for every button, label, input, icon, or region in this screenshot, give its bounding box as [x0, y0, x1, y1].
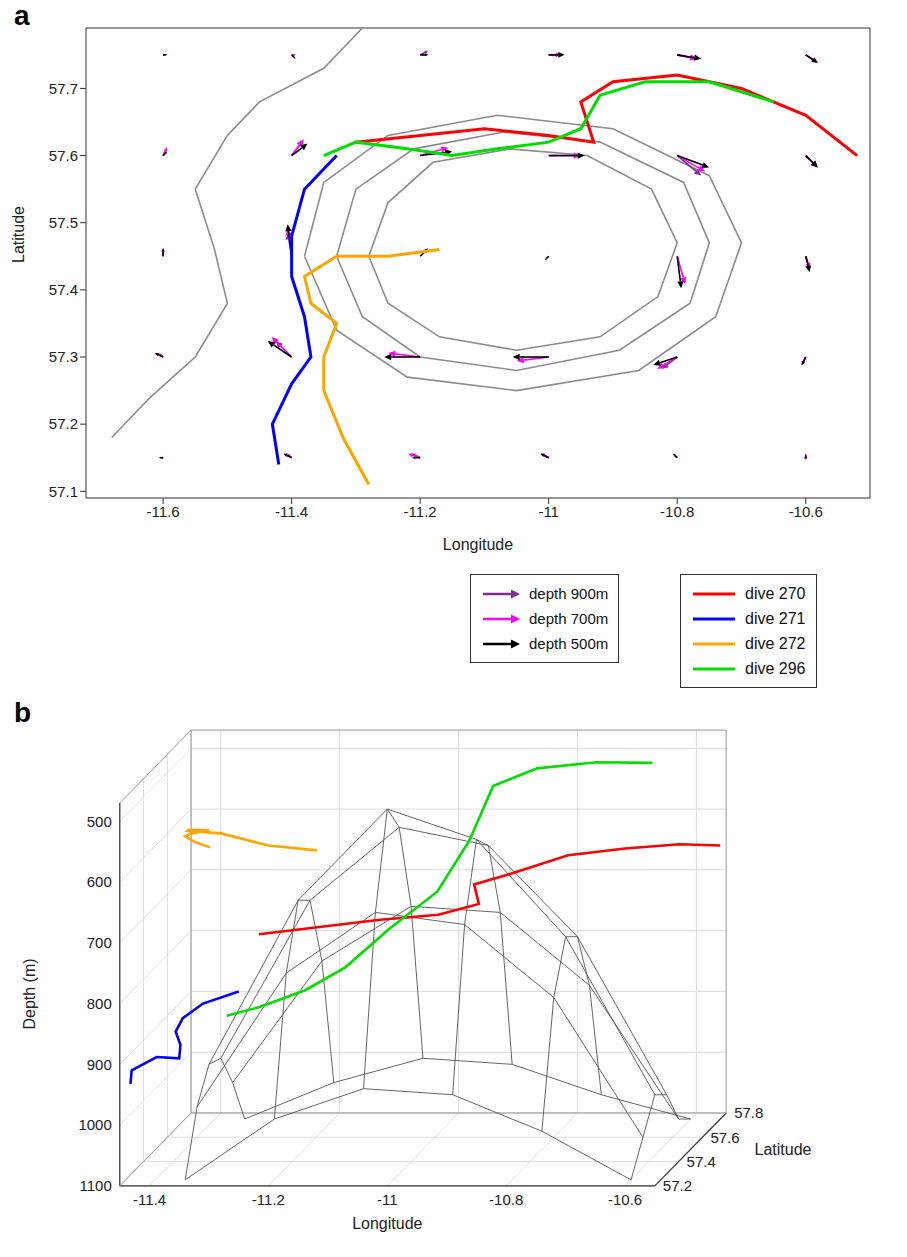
svg-text:57.2: 57.2 [663, 1177, 692, 1194]
svg-text:Longitude: Longitude [443, 536, 513, 553]
svg-text:-10.6: -10.6 [789, 503, 823, 520]
svg-text:-11.2: -11.2 [252, 1191, 285, 1208]
html-text:depth 900m: depth 900m [529, 585, 609, 602]
svg-text:57.3: 57.3 [49, 348, 78, 365]
svg-text:57.6: 57.6 [710, 1129, 739, 1146]
html-text:dive 272: dive 272 [745, 634, 806, 652]
html-text:b: b [14, 697, 32, 728]
svg-text:57.4: 57.4 [687, 1153, 716, 1170]
svg-text:-10.8: -10.8 [660, 503, 694, 520]
svg-text:-11.4: -11.4 [133, 1191, 166, 1208]
html-text:dive 296: dive 296 [745, 659, 806, 677]
svg-text:-10.8: -10.8 [489, 1191, 523, 1208]
html-text:depth 500m: depth 500m [529, 635, 609, 652]
svg-text:Longitude: Longitude [352, 1215, 422, 1232]
svg-text:Latitude: Latitude [754, 1141, 811, 1158]
svg-text:57.6: 57.6 [49, 147, 78, 164]
svg-text:1100: 1100 [80, 1177, 112, 1194]
svg-text:Latitude: Latitude [10, 206, 27, 263]
svg-text:57.7: 57.7 [49, 80, 78, 97]
svg-text:57.1: 57.1 [49, 483, 78, 500]
svg-text:57.4: 57.4 [49, 281, 78, 298]
svg-text:-11: -11 [377, 1191, 398, 1208]
svg-text:-11: -11 [538, 503, 559, 520]
svg-text:900: 900 [87, 1056, 112, 1073]
svg-text:600: 600 [87, 873, 112, 890]
html-text:depth 700m: depth 700m [529, 610, 609, 627]
html-text:a: a [14, 0, 30, 31]
svg-text:800: 800 [87, 995, 112, 1012]
svg-text:700: 700 [87, 934, 112, 951]
html-text:Depth (m): Depth (m) [21, 958, 38, 1030]
svg-text:-11.4: -11.4 [275, 503, 308, 520]
svg-text:57.5: 57.5 [49, 214, 78, 231]
svg-text:57.8: 57.8 [734, 1104, 763, 1121]
html-text:dive 270: dive 270 [745, 584, 806, 602]
svg-text:-10.6: -10.6 [608, 1191, 642, 1208]
svg-text:500: 500 [87, 813, 112, 830]
svg-text:57.2: 57.2 [49, 415, 78, 432]
svg-text:-11.2: -11.2 [404, 503, 437, 520]
svg-text:1000: 1000 [78, 1116, 111, 1133]
svg-text:-11.6: -11.6 [147, 503, 180, 520]
html-text:dive 271: dive 271 [745, 609, 806, 627]
